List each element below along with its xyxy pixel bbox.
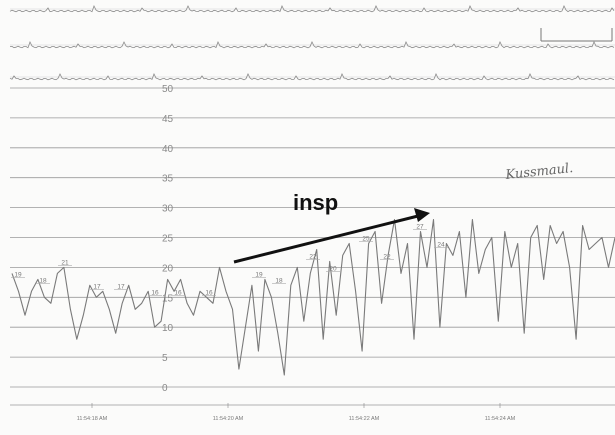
ecg-trace-2 [9, 40, 615, 49]
y-tick-label: 50 [162, 84, 174, 95]
x-tick-label: 11:54:24 AM [485, 416, 516, 422]
point-label: 19 [255, 271, 263, 278]
point-label: 20 [329, 265, 337, 272]
point-label: 16 [205, 289, 213, 296]
y-axis-ticks: 0 5 10 15 20 25 30 35 40 45 50 [162, 84, 174, 394]
point-label: 16 [151, 289, 159, 296]
y-tick-label: 5 [162, 353, 168, 364]
annotations: insp Kussmaul. [233, 161, 574, 264]
y-tick-label: 0 [162, 383, 168, 394]
point-label: 25 [362, 236, 370, 243]
handwritten-note: Kussmaul. [504, 161, 574, 183]
insp-arrow-head [414, 208, 430, 222]
ecg-strip [9, 4, 615, 81]
y-tick-label: 25 [162, 234, 174, 245]
point-label: 16 [174, 289, 182, 296]
point-label: 19 [14, 271, 22, 278]
x-tick-label: 11:54:22 AM [349, 416, 380, 422]
point-label: 21 [61, 259, 69, 266]
y-tick-label: 30 [162, 204, 174, 215]
y-tick-label: 20 [162, 263, 174, 274]
point-label: 17 [117, 283, 125, 290]
insp-label: insp [293, 190, 338, 215]
x-tick-label: 11:54:20 AM [213, 416, 244, 422]
point-label: 24 [437, 241, 445, 248]
respiratory-rate-line [11, 219, 615, 376]
chart-grid [10, 87, 615, 406]
point-label: 18 [39, 277, 47, 284]
insp-arrow-shaft [233, 214, 419, 264]
y-tick-label: 10 [162, 323, 174, 334]
calibration-bracket [540, 28, 613, 42]
ecg-trace-1 [9, 4, 615, 13]
x-axis-ticks: 11:54:18 AM 11:54:20 AM 11:54:22 AM 11:54:2… [77, 403, 516, 422]
y-tick-label: 35 [162, 174, 174, 185]
point-label: 18 [275, 277, 283, 284]
respiratory-trace [11, 219, 615, 376]
x-tick-label: 11:54:18 AM [77, 416, 108, 422]
y-tick-label: 45 [162, 114, 174, 125]
point-label: 22 [309, 253, 317, 260]
y-tick-label: 15 [162, 293, 174, 304]
point-labels: 19 18 21 17 17 16 16 16 19 18 22 20 25 22 27 24 [11, 224, 448, 296]
point-label: 27 [416, 224, 424, 231]
point-label: 22 [383, 253, 391, 260]
ecg-trace-3 [9, 72, 615, 81]
y-tick-label: 40 [162, 144, 174, 155]
point-label: 17 [93, 283, 101, 290]
